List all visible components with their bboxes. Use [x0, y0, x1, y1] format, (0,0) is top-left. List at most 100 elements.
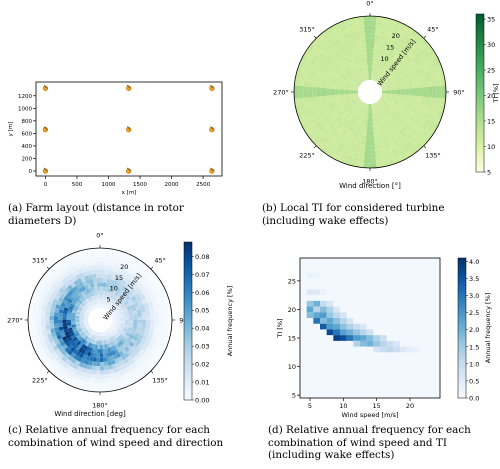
polar-cell — [339, 92, 345, 95]
polar-cell — [363, 158, 370, 164]
polar-cell — [119, 323, 125, 327]
polar-cell — [85, 265, 92, 272]
polar-cell — [145, 296, 152, 303]
polar-cell — [348, 68, 354, 74]
polar-cell — [312, 86, 318, 92]
polar-cell — [80, 276, 86, 282]
polar-cell — [393, 79, 399, 84]
polar-cell — [404, 95, 410, 99]
polar-cell — [79, 297, 85, 303]
polar-cell — [378, 138, 384, 145]
polar-cell — [352, 152, 360, 158]
polar-cell — [133, 316, 138, 320]
polar-cell — [397, 129, 405, 136]
polar-cell — [361, 102, 365, 108]
polar-cell — [104, 300, 108, 305]
polar-cell — [404, 88, 410, 92]
polar-cell — [124, 371, 132, 378]
polar-cell — [55, 284, 62, 291]
polar-cell — [74, 274, 81, 280]
polar-cell — [361, 107, 365, 112]
polar-cell — [384, 31, 392, 38]
caption-b: (b) Local TI for considered turbine (inc… — [262, 202, 494, 227]
polar-cell — [100, 286, 103, 291]
polar-cell — [358, 153, 365, 159]
polar-cell — [121, 256, 129, 263]
polar-cell — [78, 347, 84, 353]
polar-cell — [379, 82, 385, 86]
polar-cell — [353, 89, 359, 91]
polar-cell — [132, 344, 138, 350]
polar-cell — [165, 331, 171, 339]
polar-cell — [106, 301, 111, 306]
polar-cell — [145, 279, 152, 287]
radial-tick-label: 15 — [115, 274, 123, 282]
polar-cell — [321, 92, 327, 97]
polar-cell — [392, 24, 401, 32]
polar-cell — [62, 290, 68, 296]
polar-cell — [96, 299, 99, 304]
polar-cell — [427, 86, 433, 92]
polar-cell — [332, 57, 339, 64]
polar-cell — [151, 281, 159, 289]
polar-cell — [84, 372, 91, 379]
polar-cell — [335, 123, 342, 130]
polar-cell — [89, 374, 96, 379]
polar-cell — [408, 110, 415, 117]
polar-cell — [143, 331, 149, 338]
polar-cell — [373, 112, 377, 118]
polar-cell — [356, 162, 364, 168]
polar-cell — [412, 99, 418, 105]
polar-cell — [52, 364, 60, 372]
polar-cell — [423, 118, 431, 126]
polar-cell — [97, 331, 99, 337]
polar-cell — [377, 120, 382, 126]
polar-cell — [326, 95, 332, 100]
polar-cell — [358, 120, 363, 126]
polar-cell — [399, 97, 405, 102]
polar-cell — [341, 100, 347, 105]
polar-cell — [120, 373, 127, 380]
polar-cell — [109, 303, 114, 308]
polar-cell — [421, 46, 429, 54]
polar-cell — [350, 122, 356, 128]
polar-cell — [114, 325, 120, 329]
polar-cell — [161, 331, 167, 338]
polar-cell — [336, 117, 343, 124]
polar-cell — [344, 59, 351, 66]
polar-cell — [336, 80, 342, 85]
polar-cell — [107, 274, 112, 280]
colorbar-tick-label: 15 — [487, 118, 495, 126]
colorbar-tick-label: 20 — [487, 92, 495, 100]
polar-cell — [407, 57, 414, 65]
polar-cell — [124, 314, 130, 318]
polar-cell — [104, 269, 109, 275]
polar-cell — [348, 92, 354, 94]
polar-cell — [85, 355, 91, 361]
polar-cell — [384, 99, 390, 103]
polar-cell — [374, 62, 378, 68]
x-axis-label: Wind speed [m/s] — [341, 411, 398, 419]
polar-cell — [397, 60, 404, 67]
polar-cell — [381, 21, 389, 28]
polar-cell — [141, 320, 147, 325]
radial-tick-label: 15 — [386, 44, 394, 52]
polar-cell — [138, 349, 145, 356]
polar-cell — [327, 102, 333, 108]
polar-cell — [103, 278, 108, 283]
polar-cell — [57, 352, 65, 359]
polar-cell — [122, 307, 128, 312]
polar-cell — [324, 143, 332, 151]
polar-cell — [91, 339, 95, 345]
polar-cell — [367, 117, 370, 123]
polar-cell — [398, 80, 404, 85]
polar-cell — [109, 326, 115, 330]
polar-cell — [318, 51, 326, 59]
polar-cell — [120, 315, 125, 319]
polar-cell — [100, 303, 102, 309]
polar-cell — [388, 130, 395, 137]
polar-cell — [321, 112, 328, 119]
polar-cell — [77, 307, 83, 312]
angle-tick-label: 180° — [362, 178, 378, 186]
polar-cell — [370, 29, 376, 35]
